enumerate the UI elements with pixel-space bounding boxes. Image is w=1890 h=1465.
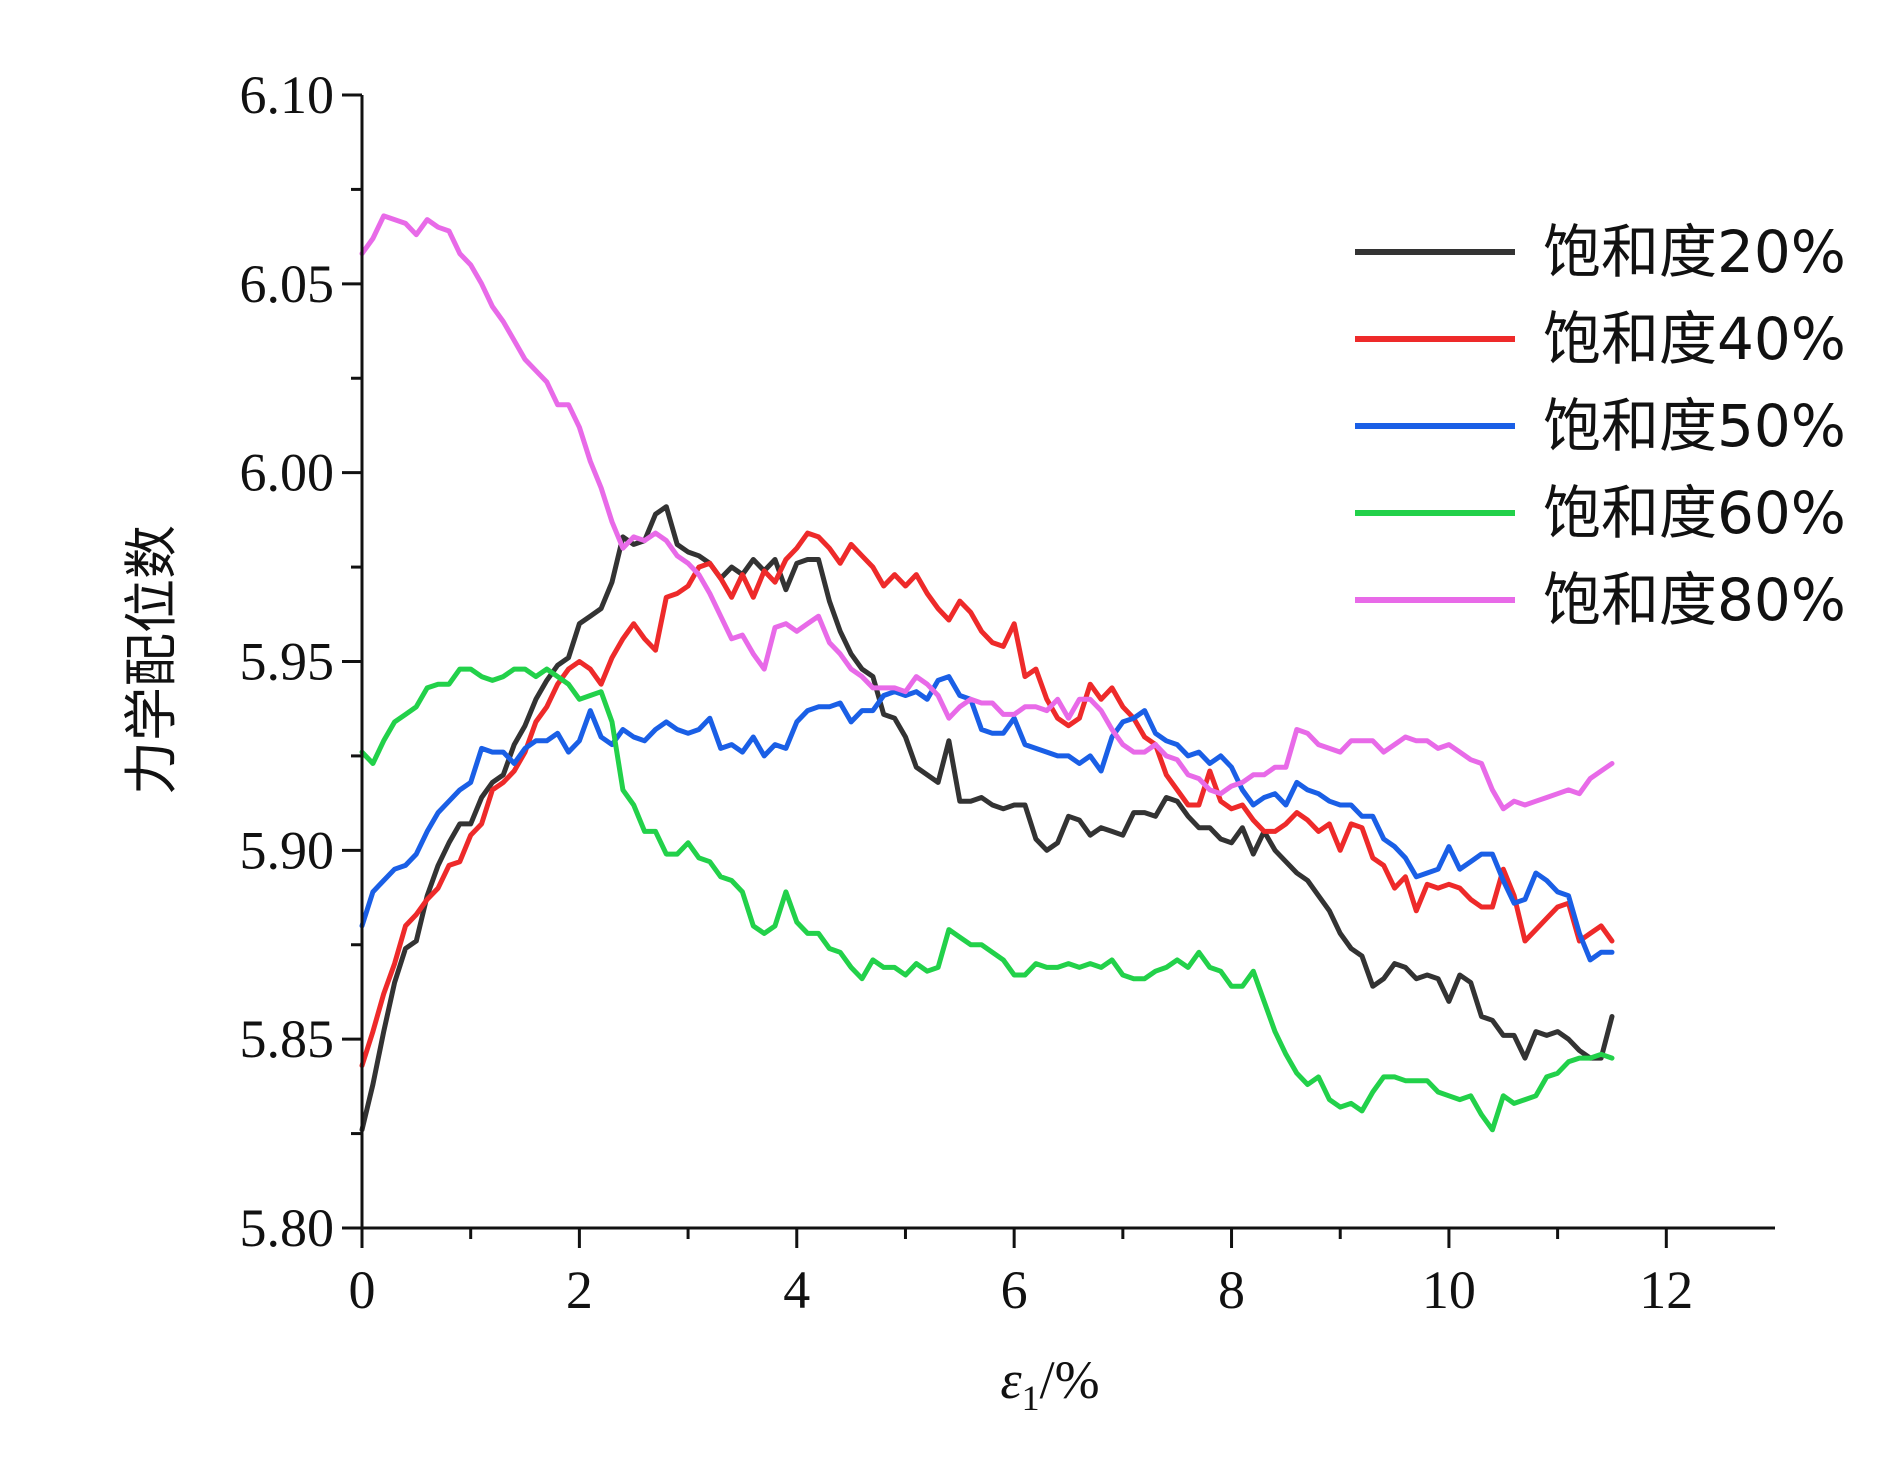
legend-label-2: 饱和度40%: [1543, 305, 1846, 373]
series-line-2: [359, 530, 1615, 1069]
y-tick-label: 6.05: [240, 254, 335, 314]
y-tick-label: 5.80: [240, 1198, 335, 1258]
legend-label-4: 饱和度60%: [1543, 479, 1846, 547]
x-tick-label: 8: [1218, 1260, 1245, 1320]
x-tick-label: 0: [349, 1260, 376, 1320]
x-axis-title-symbol: ε: [1000, 1350, 1022, 1410]
legend-label-1: 饱和度20%: [1543, 218, 1846, 286]
y-tick-label: 5.95: [240, 632, 335, 692]
x-tick-label: 4: [783, 1260, 810, 1320]
series-line-3: [359, 674, 1615, 963]
series-line-4: [359, 666, 1615, 1133]
series-line-5: [359, 213, 1615, 812]
x-tick-label: 10: [1422, 1260, 1476, 1320]
axes: 0 2 4 6 8 10 12 5.80 5.85 5.90 5.95 6.00 6.05 6.10: [240, 65, 1775, 1320]
y-tick-label: 6.00: [240, 443, 335, 503]
x-tick-label: 12: [1639, 1260, 1693, 1320]
x-axis-title-unit: /%: [1040, 1350, 1100, 1410]
y-tick-label: 5.85: [240, 1009, 335, 1069]
y-tick-label: 6.10: [240, 65, 335, 125]
y-axis-title: 力学配位数: [122, 525, 182, 795]
legend-label-5: 饱和度80%: [1543, 566, 1846, 634]
x-axis-title: ε1/%: [1000, 1350, 1099, 1418]
legend: 饱和度20% 饱和度40% 饱和度50% 饱和度60% 饱和度80%: [1355, 218, 1846, 634]
x-tick-label: 2: [566, 1260, 593, 1320]
series-line-1: [359, 504, 1615, 1133]
x-axis-title-subscript: 1: [1022, 1378, 1040, 1418]
series-lines: [359, 213, 1615, 1133]
y-tick-label: 5.90: [240, 820, 335, 880]
legend-label-3: 饱和度50%: [1543, 392, 1846, 460]
x-tick-label: 6: [1001, 1260, 1028, 1320]
